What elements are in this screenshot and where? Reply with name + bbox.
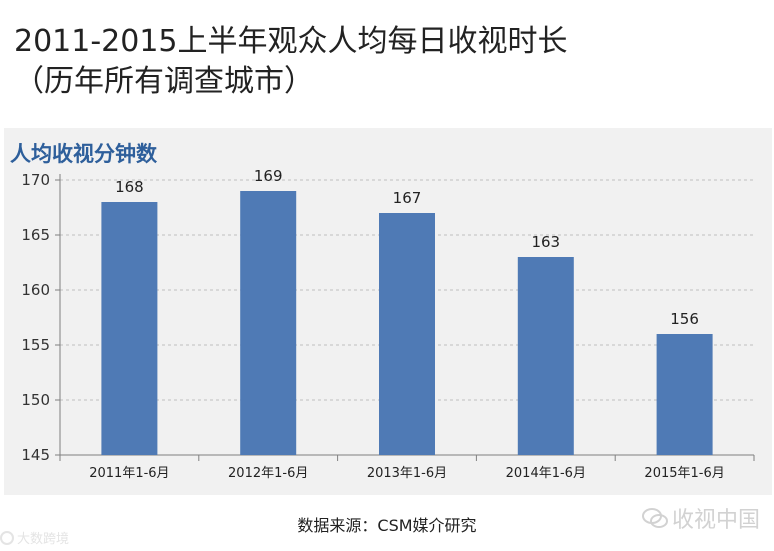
x-tick-label: 2011年1-6月 xyxy=(89,466,169,481)
wechat-icon xyxy=(641,508,668,528)
watermark-right-text: 收视中国 xyxy=(671,508,760,533)
watermark-left-text: 大数跨境 xyxy=(17,532,70,547)
chart-subtitle: （历年所有调查城市） xyxy=(14,64,314,99)
data-label: 163 xyxy=(531,233,560,251)
bar xyxy=(240,191,297,455)
y-tick-label: 170 xyxy=(21,171,50,189)
x-tick-label: 2015年1-6月 xyxy=(644,466,724,481)
y-tick-label: 160 xyxy=(21,281,50,299)
bar xyxy=(379,213,435,455)
bar xyxy=(101,202,158,455)
x-tick-label: 2012年1-6月 xyxy=(228,466,308,481)
title-block: 2011-2015上半年观众人均每日收视时长 （历年所有调查城市） xyxy=(14,22,568,102)
data-source: 数据来源：CSM媒介研究 xyxy=(297,516,477,535)
y-tick-label: 165 xyxy=(21,226,50,244)
logo-icon xyxy=(0,530,14,545)
x-tick-label: 2013年1-6月 xyxy=(367,466,447,481)
data-label: 169 xyxy=(254,167,283,185)
y-axis-label: 人均收视分钟数 xyxy=(10,142,158,166)
chart-title: 2011-2015上半年观众人均每日收视时长 xyxy=(14,24,568,59)
watermark-right: 收视中国 xyxy=(641,502,760,534)
y-tick-label: 155 xyxy=(21,336,50,354)
data-label: 168 xyxy=(115,178,144,196)
x-tick-label: 2014年1-6月 xyxy=(506,466,586,481)
y-tick-label: 150 xyxy=(21,391,50,409)
y-tick-label: 145 xyxy=(21,446,50,464)
watermark-left: 大数跨境 xyxy=(0,528,69,547)
bar xyxy=(656,334,713,455)
data-label: 156 xyxy=(670,310,699,328)
chart-panel: 人均收视分钟数 145 150 155 160 165 170 168 2011年1-6月 169… xyxy=(4,128,772,495)
bar xyxy=(517,257,574,455)
data-label: 167 xyxy=(393,189,422,207)
bar-chart: 人均收视分钟数 145 150 155 160 165 170 168 2011年1-6月 169… xyxy=(10,142,755,481)
